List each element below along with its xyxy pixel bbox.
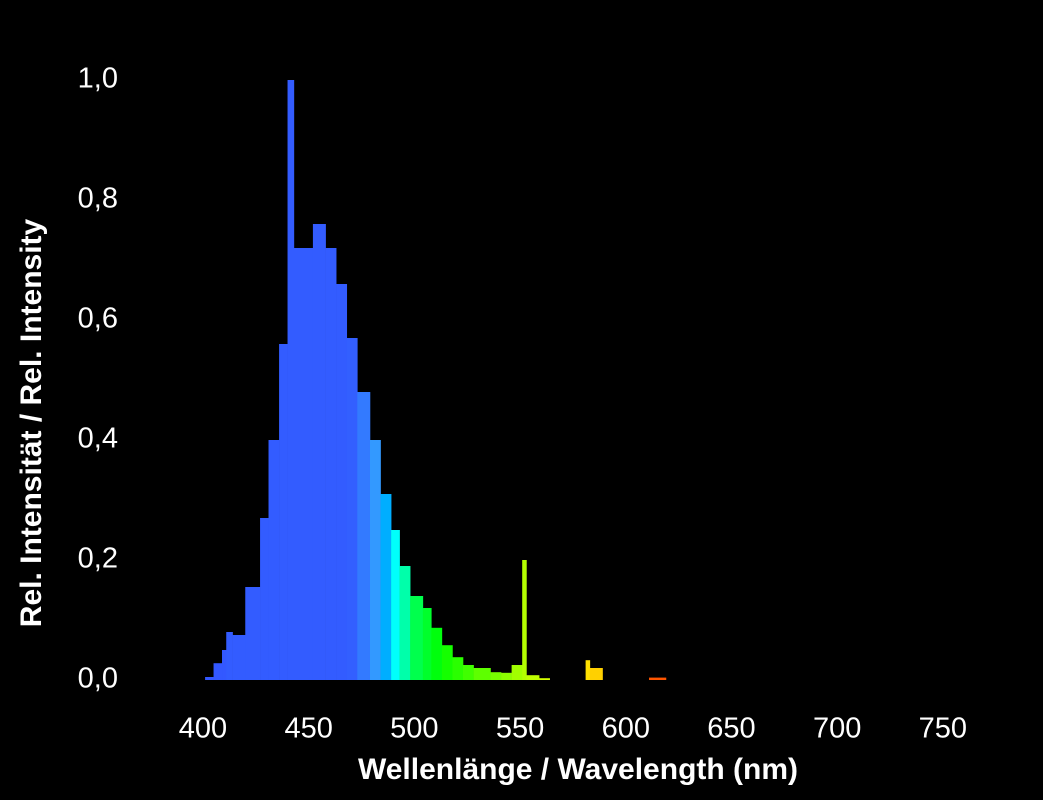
y-tick-label: 0,4 [78, 423, 118, 455]
bar [222, 650, 227, 680]
x-axis-label: Wellenlänge / Wavelength (nm) [358, 753, 798, 786]
bar [526, 675, 540, 680]
bar [399, 566, 411, 680]
bar [205, 677, 214, 680]
bar [431, 627, 443, 680]
bar [346, 338, 358, 680]
y-tick-label: 0,2 [78, 543, 118, 575]
x-tick-label: 700 [813, 713, 861, 745]
bar [649, 677, 667, 680]
bar [490, 672, 502, 680]
x-tick-label: 550 [496, 713, 544, 745]
y-tick-label: 1,0 [78, 63, 118, 95]
bar [232, 635, 246, 680]
y-axis-label: Rel. Intensität / Rel. Intensity [15, 218, 48, 627]
bar [380, 494, 392, 680]
bar [589, 668, 603, 680]
bar [287, 80, 295, 680]
bar [452, 657, 464, 680]
bar [279, 344, 288, 680]
bar [410, 596, 424, 680]
y-tick-label: 0,6 [78, 303, 118, 335]
x-tick-label: 400 [179, 713, 227, 745]
bar [473, 668, 491, 680]
bar [245, 587, 261, 680]
bar [463, 665, 474, 680]
bar [336, 284, 348, 680]
bar [226, 632, 233, 680]
x-tick-label: 600 [602, 713, 650, 745]
bar [268, 440, 280, 680]
bar [213, 663, 223, 680]
bar [325, 248, 337, 680]
bar [293, 248, 314, 680]
bar [391, 530, 400, 680]
bar [369, 440, 381, 680]
x-tick-label: 750 [919, 713, 967, 745]
bar [312, 224, 326, 680]
x-tick-label: 650 [707, 713, 755, 745]
bar [501, 672, 512, 680]
bar [522, 560, 527, 680]
y-tick-label: 0,8 [78, 183, 118, 215]
bar [260, 518, 269, 680]
bar [511, 665, 523, 680]
bar [539, 678, 550, 680]
bar [585, 660, 591, 680]
bar [357, 392, 371, 680]
bar [441, 645, 453, 680]
y-tick-label: 0,0 [78, 663, 118, 695]
x-tick-label: 450 [284, 713, 332, 745]
bar [422, 608, 432, 680]
x-tick-label: 500 [390, 713, 438, 745]
